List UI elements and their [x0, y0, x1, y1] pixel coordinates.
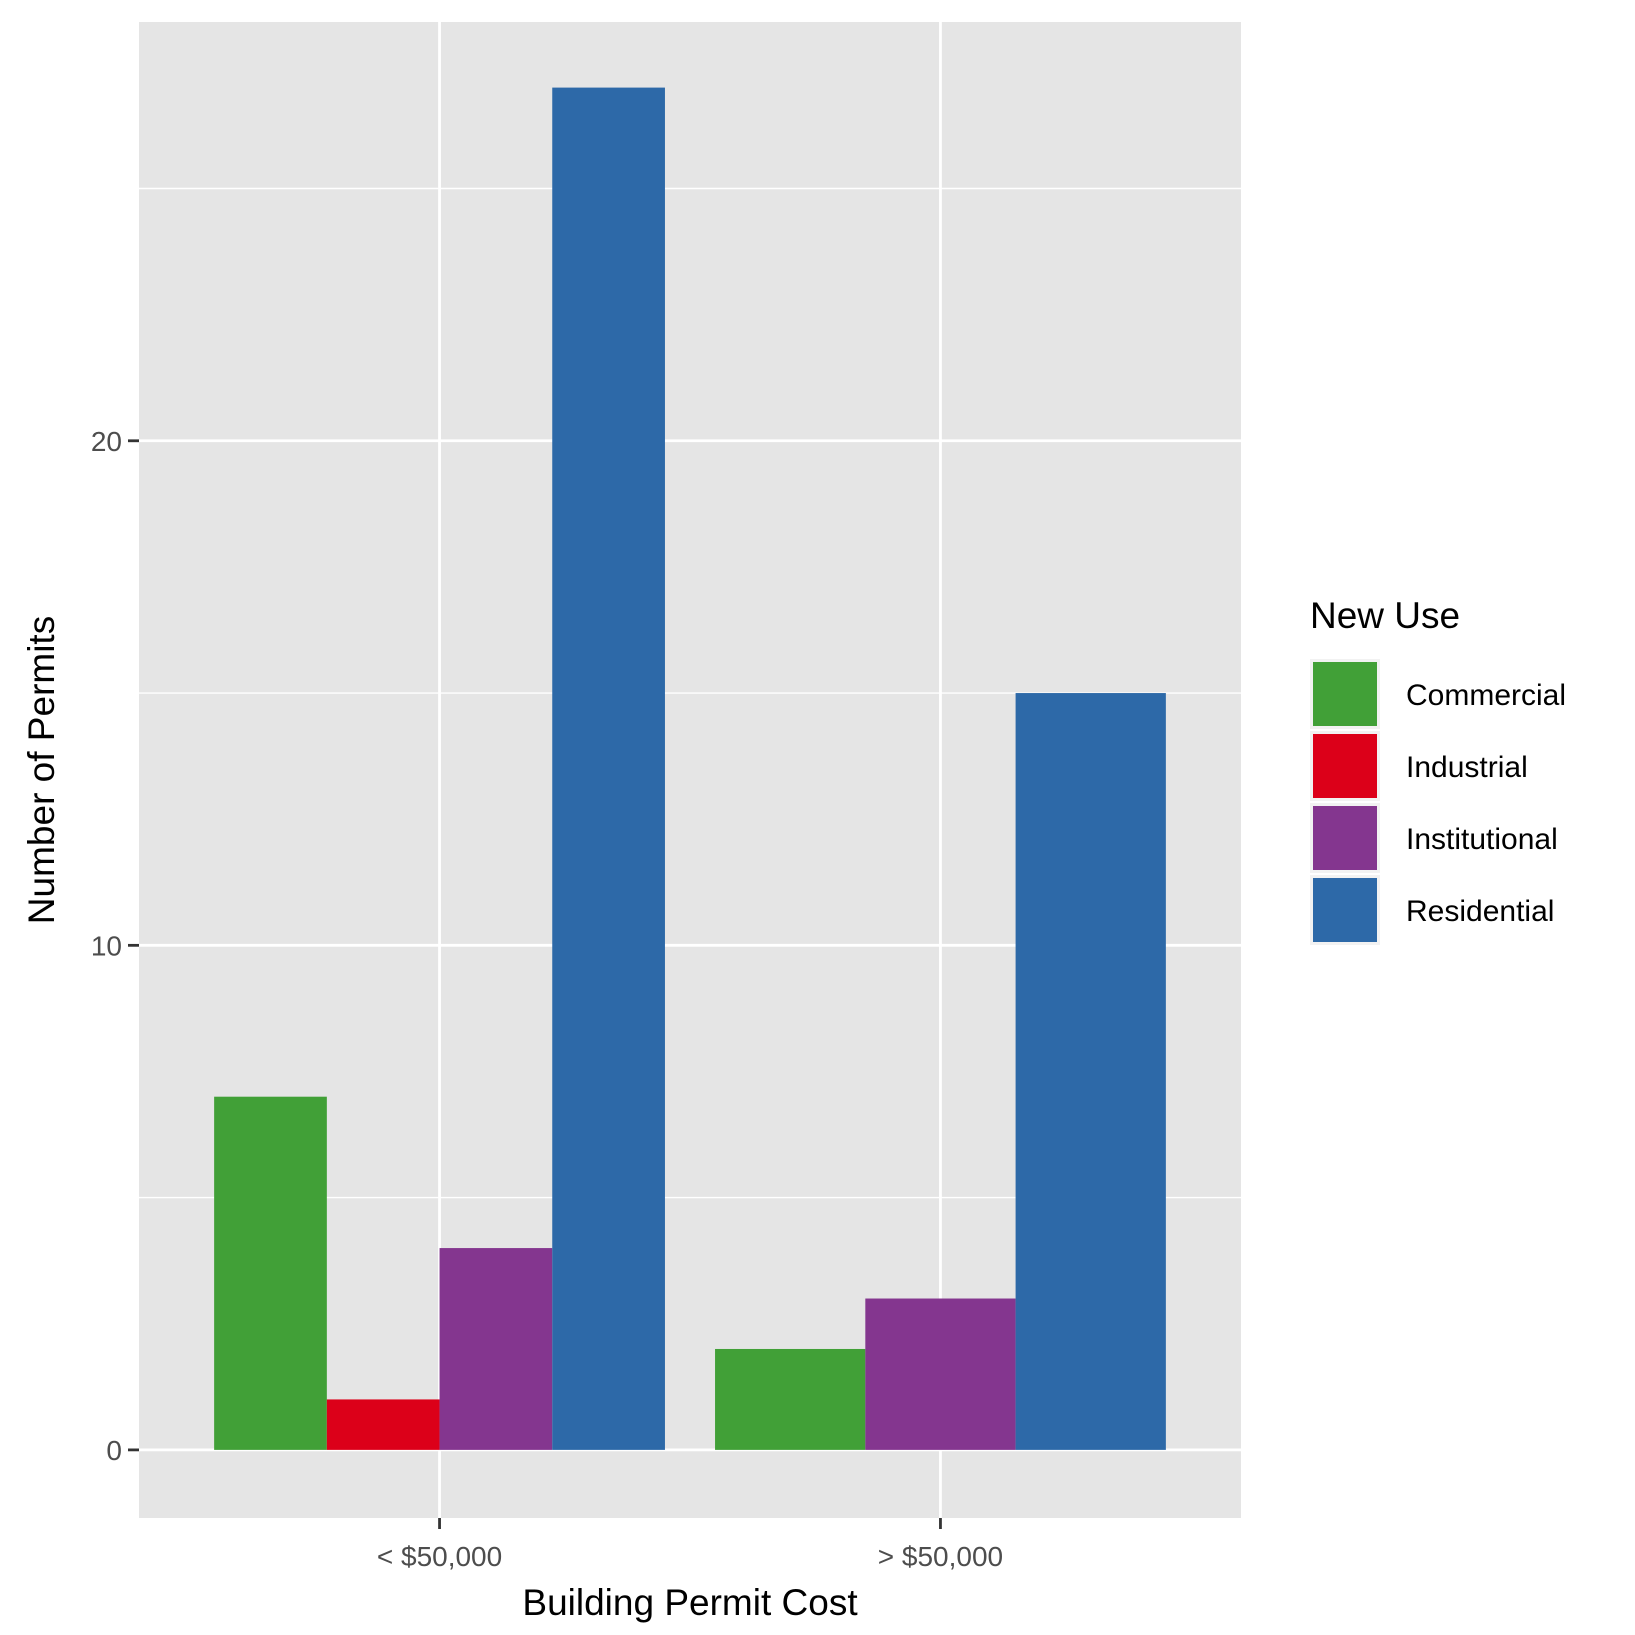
y-axis-title: Number of Permits: [21, 616, 62, 924]
y-tick-label: 10: [91, 930, 122, 961]
bar-institutional: [865, 1298, 1016, 1450]
legend: New Use Commercial Industrial Institutiona…: [1310, 595, 1566, 945]
legend-label: Residential: [1406, 895, 1554, 928]
legend-key-institutional: [1313, 806, 1377, 870]
legend-label: Commercial: [1406, 679, 1566, 712]
legend-key-commercial: [1313, 662, 1377, 726]
legend-label: Institutional: [1406, 823, 1558, 856]
legend-title: New Use: [1310, 595, 1460, 636]
legend-label: Industrial: [1406, 751, 1528, 784]
y-tick-label: 20: [91, 426, 122, 457]
legend-key-industrial: [1313, 734, 1377, 798]
bar-commercial: [214, 1096, 327, 1450]
bar-residential: [1015, 693, 1166, 1450]
x-tick-label: < $50,000: [377, 1541, 502, 1572]
y-axis: 0 10 20: [91, 426, 139, 1466]
x-tick-label: > $50,000: [878, 1541, 1003, 1572]
legend-key-residential: [1313, 878, 1377, 942]
x-axis: < $50,000 > $50,000: [377, 1518, 1003, 1572]
x-axis-title: Building Permit Cost: [522, 1582, 858, 1623]
bars: [214, 87, 1166, 1450]
bar-industrial: [326, 1399, 440, 1450]
bar-residential: [552, 87, 665, 1450]
bar-commercial: [715, 1348, 866, 1450]
y-tick-label: 0: [106, 1435, 122, 1466]
bar-institutional: [439, 1248, 553, 1450]
